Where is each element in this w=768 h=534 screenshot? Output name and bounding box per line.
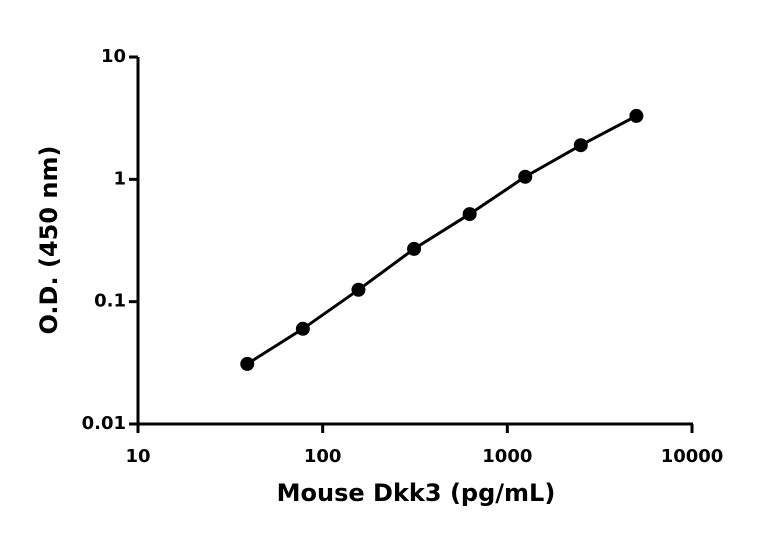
curve	[246, 114, 638, 366]
y-axis-title: O.D. (450 nm)	[35, 146, 63, 335]
point	[462, 207, 477, 222]
y-tick-label: 0.1	[94, 291, 126, 312]
x-tick-label: 10	[125, 446, 150, 467]
x-axis-title: Mouse Dkk3 (pg/mL)	[277, 479, 556, 507]
x-tick-label: 1000	[482, 446, 532, 467]
y-tick-label: 0.01	[82, 413, 126, 434]
x-tick-label: 100	[304, 446, 342, 467]
point	[240, 356, 255, 371]
point	[295, 321, 310, 336]
point	[351, 282, 366, 297]
x-tick-label: 10000	[661, 446, 724, 467]
y-tick-label: 10	[101, 46, 126, 67]
point	[629, 108, 644, 123]
point	[518, 169, 533, 184]
point	[407, 241, 422, 256]
point	[573, 138, 588, 153]
y-tick-label: 1	[113, 168, 126, 189]
